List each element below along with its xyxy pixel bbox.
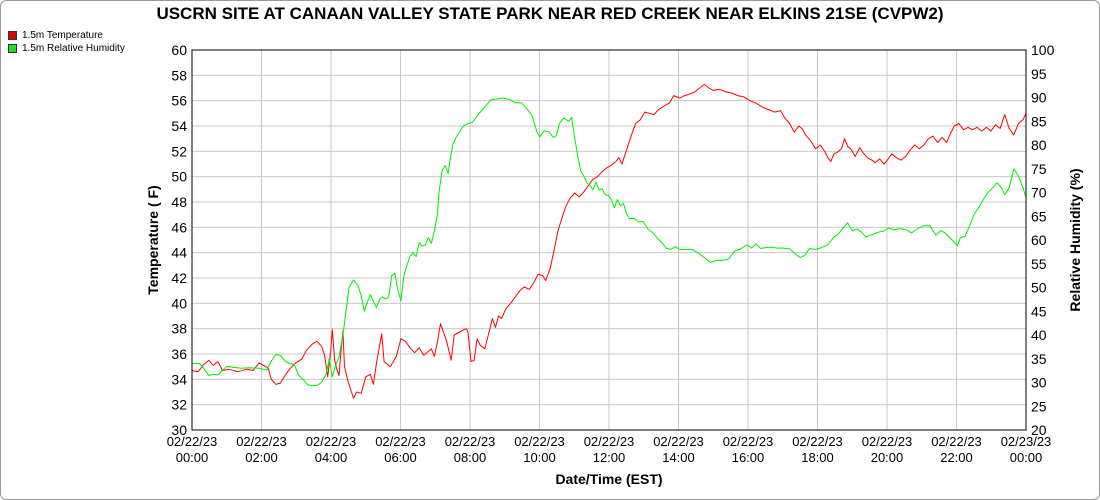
series-lines [191,83,1027,399]
x-tick-date: 02/22/23 [792,434,843,449]
y-right-tick-label: 75 [1031,161,1047,177]
x-tick-time: 18:00 [801,450,834,465]
humidity-line [192,97,1027,387]
y-right-tick-label: 50 [1031,280,1047,296]
chart-title: USCRN SITE AT CANAAN VALLEY STATE PARK N… [156,4,944,23]
y-left-tick-label: 46 [171,219,187,235]
y-right-tick-label: 45 [1031,303,1047,319]
x-tick-time: 20:00 [871,450,904,465]
x-tick-time: 04:00 [315,450,348,465]
legend-swatch-temperature [8,31,17,40]
y-left-tick-label: 52 [171,143,187,159]
y-left-tick-label: 40 [171,295,187,311]
y-right-tick-label: 30 [1031,375,1047,391]
legend-label-temperature: 1.5m Temperature [22,30,103,41]
x-tick-date: 02/22/23 [653,434,704,449]
y-left-tick-label: 36 [171,346,187,362]
x-tick-time: 02:00 [245,450,278,465]
x-tick-date: 02/22/23 [306,434,357,449]
plot-border [191,49,1027,431]
y-left-tick-label: 42 [171,270,187,286]
x-tick-time: 14:00 [662,450,695,465]
y-left-tick-label: 32 [171,397,187,413]
y-right-tick-label: 85 [1031,113,1047,129]
x-tick-date: 02/22/23 [723,434,774,449]
x-tick-time: 00:00 [176,450,209,465]
y-right-tick-label: 65 [1031,208,1047,224]
y-right-tick-label: 90 [1031,90,1047,106]
x-axis-label: Date/Time (EST) [555,471,662,487]
x-tick-time: 00:00 [1010,450,1043,465]
y-right-tick-label: 70 [1031,185,1047,201]
x-tick-date: 02/22/23 [514,434,565,449]
y-right-tick-label: 20 [1031,422,1047,438]
x-tick-date: 02/22/23 [584,434,635,449]
y-axis-left-label: Temperature ( F) [145,185,161,294]
y-right-tick-label: 35 [1031,351,1047,367]
x-tick-date: 02/22/23 [236,434,287,449]
y-left-tick-label: 30 [171,422,187,438]
y-left-tick-label: 50 [171,169,187,185]
y-left-tick-label: 44 [171,245,187,261]
legend: 1.5m Temperature 1.5m Relative Humidity [8,29,125,55]
x-tick-date: 02/22/23 [445,434,496,449]
x-tick-date: 02/22/23 [167,434,218,449]
y-left-tick-label: 38 [171,321,187,337]
x-tick-date: 02/22/23 [375,434,426,449]
legend-swatch-humidity [8,44,17,53]
y-left-tick-label: 48 [171,194,187,210]
y-right-tick-label: 40 [1031,327,1047,343]
x-tick-time: 16:00 [732,450,765,465]
y-right-tick-label: 55 [1031,256,1047,272]
x-tick-time: 06:00 [384,450,417,465]
x-tick-date: 02/22/23 [931,434,982,449]
y-left-tick-label: 34 [171,371,187,387]
y-right-tick-label: 60 [1031,232,1047,248]
x-tick-date: 02/23/23 [1001,434,1052,449]
x-tick-date: 02/22/23 [862,434,913,449]
y-right-tick-label: 95 [1031,66,1047,82]
legend-item-temperature: 1.5m Temperature [8,29,125,42]
x-tick-time: 10:00 [523,450,556,465]
y-left-tick-label: 58 [171,67,187,83]
x-tick-time: 12:00 [593,450,626,465]
legend-label-humidity: 1.5m Relative Humidity [22,43,125,54]
x-tick-time: 08:00 [454,450,487,465]
axis-ticks: 30 32 34 36 38 40 42 44 46 48 50 52 54 56 58 60 20 25 30 35… [167,42,1055,465]
y-right-tick-label: 25 [1031,398,1047,414]
y-left-tick-label: 60 [171,42,187,58]
y-right-tick-label: 100 [1031,42,1055,58]
y-left-tick-label: 56 [171,93,187,109]
y-left-tick-label: 54 [171,118,187,134]
x-tick-time: 22:00 [940,450,973,465]
y-axis-right-label: Relative Humidity (%) [1067,168,1083,311]
legend-item-humidity: 1.5m Relative Humidity [8,42,125,55]
y-right-tick-label: 80 [1031,137,1047,153]
